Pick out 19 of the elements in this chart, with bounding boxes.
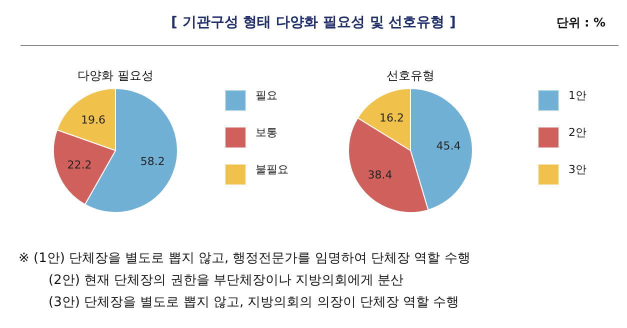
chart-title: 다양화 필요성	[78, 68, 154, 82]
legend-label: 2안	[568, 126, 586, 139]
data-label: 45.4	[436, 139, 461, 152]
text: [ 기관구성 형태 다양화 필요성 및 선호유형 ]	[171, 14, 456, 30]
text: (2안) 현재 단체장의 권한을 부단체장이나 지방의회에게 분산	[48, 273, 404, 288]
legend-label: 3안	[568, 163, 586, 176]
data-label: 58.2	[140, 154, 165, 168]
text: ※ (1안) 단체장을 별도로 뽑지 않고, 행정전문가를 임명하여 단체장 역할 수행	[18, 251, 470, 266]
data-label: 38.4	[368, 168, 392, 182]
data-label: 19.6	[81, 114, 106, 127]
chart-title: 선호유형	[386, 68, 434, 82]
text: (3안) 단체장을 별도로 뽑지 않고, 지방의회의 의장이 단체장 역할 수행	[48, 295, 460, 310]
legend-label: 1안	[568, 89, 586, 102]
legend-label: 필요	[256, 89, 278, 102]
legend-label: 불필요	[256, 163, 288, 176]
legend-label: 보통	[256, 126, 278, 139]
data-label: 22.2	[67, 158, 92, 172]
text: 단위 : %	[556, 16, 606, 30]
data-label: 16.2	[380, 111, 404, 124]
